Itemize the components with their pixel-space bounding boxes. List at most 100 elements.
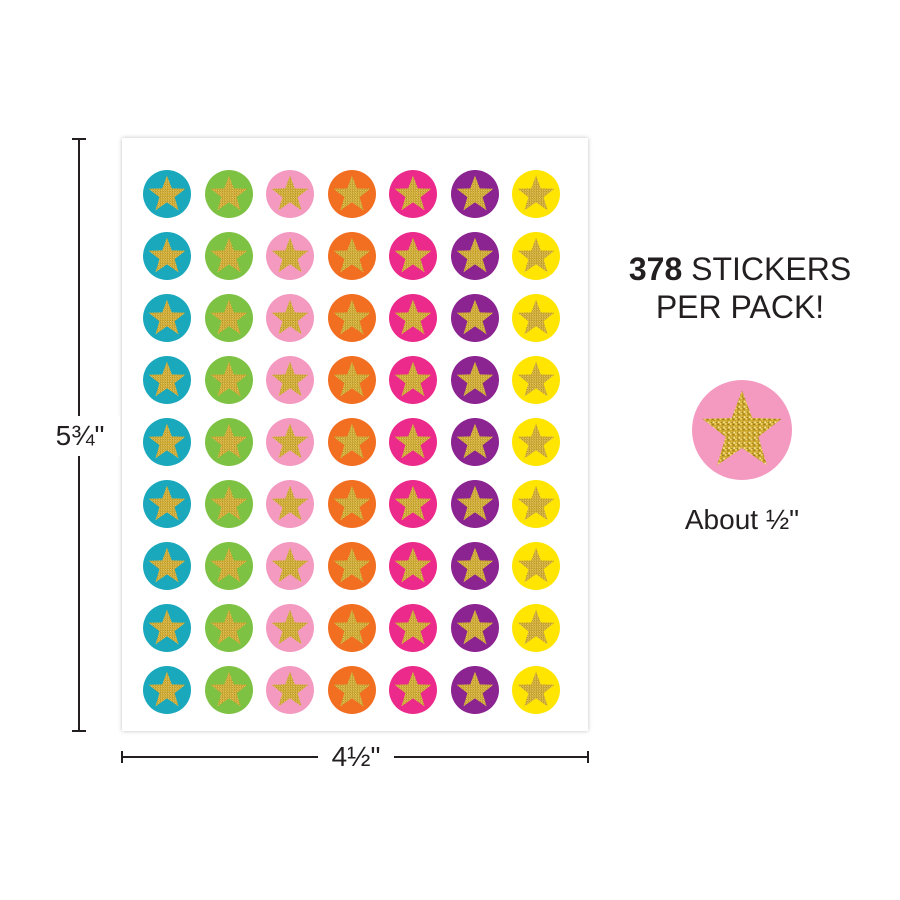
glitter-star-icon	[517, 547, 555, 583]
glitter-star-icon	[333, 299, 370, 335]
sticker	[450, 666, 499, 714]
size-note: About ½"	[684, 504, 800, 535]
glitter-star-icon	[271, 299, 309, 335]
height-tick-top	[72, 138, 86, 140]
width-tick-left	[121, 751, 123, 763]
sticker	[389, 480, 437, 528]
sticker	[204, 170, 253, 218]
sticker	[512, 170, 560, 218]
sticker	[204, 604, 253, 652]
sticker	[389, 170, 437, 218]
glitter-star-icon	[394, 423, 432, 459]
width-label: 4½"	[318, 737, 394, 777]
glitter-star-icon	[148, 299, 186, 335]
sticker	[327, 542, 376, 590]
glitter-star-icon	[394, 237, 432, 273]
sticker	[143, 170, 191, 218]
glitter-star-icon	[271, 671, 309, 707]
glitter-star-icon	[394, 299, 432, 335]
glitter-star-icon	[271, 361, 309, 397]
sticker	[512, 232, 560, 280]
sticker	[143, 232, 191, 280]
glitter-star-icon	[333, 609, 370, 645]
glitter-star-icon	[394, 547, 432, 583]
glitter-star-icon	[517, 671, 555, 707]
sticker	[389, 232, 437, 280]
glitter-star-icon	[271, 423, 309, 459]
glitter-star-icon	[210, 547, 247, 583]
sticker-grid	[143, 170, 560, 714]
sticker	[266, 480, 314, 528]
glitter-star-icon	[333, 485, 370, 521]
glitter-star-icon	[702, 390, 782, 466]
sticker	[450, 356, 499, 404]
glitter-star-icon	[210, 237, 247, 273]
sticker	[204, 418, 253, 466]
sticker	[266, 356, 314, 404]
glitter-star-icon	[271, 237, 309, 273]
glitter-star-icon	[333, 423, 370, 459]
glitter-star-icon	[517, 423, 555, 459]
glitter-star-icon	[210, 671, 247, 707]
sticker	[266, 294, 314, 342]
sticker	[327, 294, 376, 342]
sticker	[327, 170, 376, 218]
glitter-star-icon	[456, 485, 493, 521]
sticker	[143, 294, 191, 342]
sticker	[143, 542, 191, 590]
sticker	[450, 294, 499, 342]
sticker	[143, 666, 191, 714]
sticker	[450, 232, 499, 280]
glitter-star-icon	[148, 423, 186, 459]
sticker	[450, 480, 499, 528]
glitter-star-icon	[333, 671, 370, 707]
glitter-star-icon	[148, 671, 186, 707]
sticker	[512, 418, 560, 466]
glitter-star-icon	[333, 175, 370, 211]
sticker	[266, 604, 314, 652]
sticker	[266, 232, 314, 280]
sticker	[327, 418, 376, 466]
glitter-star-icon	[271, 175, 309, 211]
glitter-star-icon	[517, 485, 555, 521]
glitter-star-icon	[456, 299, 493, 335]
sticker	[512, 480, 560, 528]
glitter-star-icon	[210, 361, 247, 397]
pack-count-suffix: STICKERS	[682, 251, 852, 287]
glitter-star-icon	[148, 485, 186, 521]
glitter-star-icon	[394, 485, 432, 521]
sticker	[327, 480, 376, 528]
sticker	[512, 666, 560, 714]
glitter-star-icon	[333, 237, 370, 273]
glitter-star-icon	[148, 547, 186, 583]
sticker	[204, 542, 253, 590]
sticker	[389, 666, 437, 714]
glitter-star-icon	[148, 361, 186, 397]
glitter-star-icon	[456, 671, 493, 707]
glitter-star-icon	[394, 671, 432, 707]
glitter-star-icon	[271, 485, 309, 521]
sticker	[450, 170, 499, 218]
pack-count-line: 378 STICKERS	[600, 250, 880, 288]
sticker	[327, 232, 376, 280]
sticker	[389, 604, 437, 652]
sticker	[266, 542, 314, 590]
glitter-star-icon	[456, 423, 493, 459]
glitter-star-icon	[210, 175, 247, 211]
pack-count-text: 378 STICKERS PER PACK!	[600, 250, 880, 326]
pack-count-line2: PER PACK!	[655, 289, 825, 325]
sticker	[204, 480, 253, 528]
sticker	[512, 542, 560, 590]
sticker	[512, 356, 560, 404]
sticker	[512, 294, 560, 342]
glitter-star-icon	[210, 485, 247, 521]
sticker	[143, 480, 191, 528]
glitter-star-icon	[333, 361, 370, 397]
sticker	[143, 418, 191, 466]
glitter-star-icon	[210, 299, 247, 335]
glitter-star-icon	[517, 175, 555, 211]
sticker	[143, 356, 191, 404]
glitter-star-icon	[456, 237, 493, 273]
glitter-star-icon	[517, 361, 555, 397]
sticker	[327, 356, 376, 404]
